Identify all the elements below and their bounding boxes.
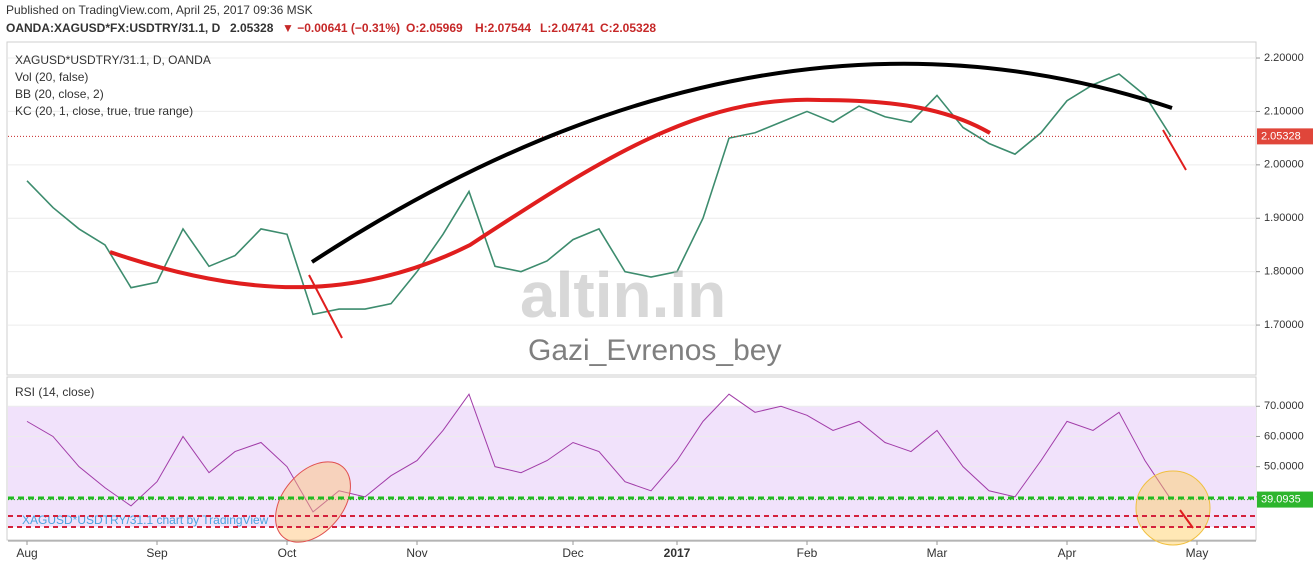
y-tick-label: 70.0000 — [1264, 400, 1304, 412]
x-tick-label: Mar — [927, 546, 948, 560]
indicator-label: KC (20, 1, close, true, true range) — [15, 104, 193, 118]
low: L:2.04741 — [540, 21, 595, 35]
highlight-circle — [1135, 470, 1211, 546]
high: H:2.07544 — [475, 21, 531, 35]
close: C:2.05328 — [600, 21, 656, 35]
change: ▼ −0.00641 (−0.31%) — [282, 21, 400, 35]
y-tick-label: 50.0000 — [1264, 461, 1304, 473]
brand-watermark: altin.in — [520, 259, 726, 331]
open: O:2.05969 — [406, 21, 463, 35]
red-arc — [109, 97, 991, 290]
pane-title: XAGUSD*USDTRY/31.1, D, OANDA — [15, 53, 211, 67]
last-value-box — [1257, 491, 1313, 508]
y-tick-label: 1.90000 — [1264, 212, 1304, 224]
last-value-label: 39.0935 — [1261, 493, 1301, 505]
y-tick-label: 2.00000 — [1264, 159, 1304, 171]
marks: 1.70000 1.80000 1.90000 2.00000 2.10000 2.200… — [8, 52, 1313, 560]
highlight-circle — [275, 461, 351, 543]
x-tick-label: 2017 — [664, 546, 691, 560]
trend-line — [308, 274, 343, 339]
y-tick-label: 1.70000 — [1264, 319, 1304, 331]
quote-line: OANDA:XAGUSD*FX:USDTRY/31.1, D 2.05328 ▼… — [6, 21, 656, 35]
y-tick-label: 1.80000 — [1264, 266, 1304, 278]
x-tick-label: Feb — [797, 546, 818, 560]
trend-line — [1162, 129, 1187, 171]
y-tick-label: 2.10000 — [1264, 105, 1304, 117]
y-tick-label: 2.20000 — [1264, 52, 1304, 64]
published-line: Published on TradingView.com, April 25, … — [6, 3, 313, 17]
symbol: OANDA:XAGUSD*FX:USDTRY/31.1, D — [6, 21, 221, 35]
indicator-label: Vol (20, false) — [15, 70, 88, 84]
drawings — [8, 61, 1256, 546]
pane-title: RSI (14, close) — [15, 385, 94, 399]
last-value-box — [1257, 128, 1313, 145]
series-line — [26, 73, 1172, 316]
x-tick-label: May — [1186, 546, 1209, 560]
series-line — [26, 393, 1172, 513]
price-pane — [6, 41, 1257, 376]
x-tick-label: Dec — [562, 546, 583, 560]
trend-line — [1179, 509, 1194, 529]
x-tick-label: Apr — [1058, 546, 1077, 560]
x-tick-label: Nov — [406, 546, 427, 560]
last-value-label: 2.05328 — [1261, 130, 1301, 142]
x-tick-label: Aug — [16, 546, 37, 560]
black-arc — [310, 61, 1173, 264]
indicator-label: BB (20, close, 2) — [15, 87, 104, 101]
x-tick-label: Oct — [278, 546, 297, 560]
y-tick-label: 60.0000 — [1264, 430, 1304, 442]
author-watermark: Gazi_Evrenos_bey — [528, 334, 781, 367]
x-tick-label: Sep — [146, 546, 168, 560]
last-price: 2.05328 — [230, 21, 274, 35]
